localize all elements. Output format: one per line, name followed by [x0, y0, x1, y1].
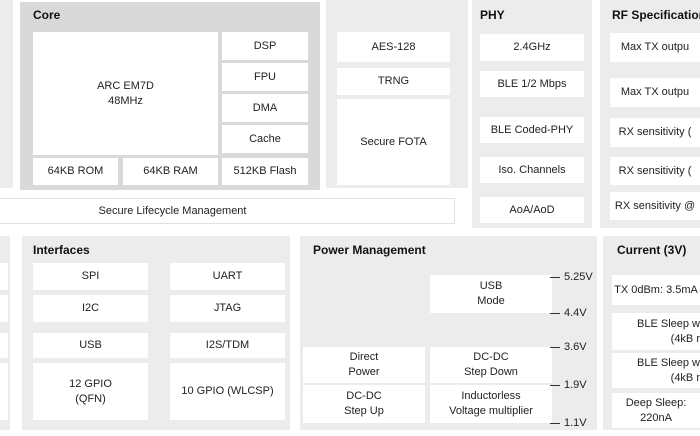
phy-coded-phy-box: BLE Coded-PHY	[480, 117, 584, 143]
rf-spec-label-2: Max TX outpu	[620, 86, 690, 99]
rf-spec-label-1: Max TX outpu	[620, 41, 690, 54]
cut-box-sliver-3	[0, 333, 8, 358]
power-usb-mode-box: USB Mode	[430, 275, 552, 313]
tick-dash-icon	[550, 276, 560, 278]
phy-24ghz-box: 2.4GHz	[480, 34, 584, 61]
current-tx-label: TX 0dBm: 3.5mA	[614, 283, 698, 296]
tick-dash-icon	[550, 346, 560, 348]
voltage-label-11: 1.1V	[564, 417, 587, 429]
tick-dash-icon	[550, 422, 560, 424]
power-dcdc-step-up-box: DC-DC Step Up	[303, 385, 425, 423]
voltage-tick-36: 3.6V	[550, 340, 587, 354]
rf-spec-label-3: RX sensitivity (	[618, 126, 692, 139]
interface-i2c-box: I2C	[33, 295, 148, 322]
rf-spec-box-1: Max TX outpu	[610, 33, 700, 62]
voltage-label-525: 5.25V	[564, 271, 593, 283]
tick-dash-icon	[550, 312, 560, 314]
phy-panel-title: PHY	[480, 8, 505, 22]
current-tx-box: TX 0dBm: 3.5mA	[612, 275, 700, 305]
current-deep-sleep-box: Deep Sleep: 220nA	[612, 393, 700, 428]
voltage-tick-19: 1.9V	[550, 378, 587, 392]
cut-panel-top-left	[0, 0, 13, 188]
rf-spec-label-4: RX sensitivity (	[618, 164, 692, 177]
security-fota-box: Secure FOTA	[337, 99, 450, 185]
current-deep-sleep-label: Deep Sleep: 220nA	[625, 396, 687, 424]
core-feature-fpu: FPU	[222, 63, 308, 91]
rf-spec-label-5: RX sensitivity @	[614, 199, 696, 212]
tick-dash-icon	[550, 384, 560, 386]
secure-lifecycle-bar: Secure Lifecycle Management	[0, 198, 455, 224]
current-ble-sleep-box-2: BLE Sleep w (4kB r	[612, 353, 700, 388]
interface-jtag-box: JTAG	[170, 295, 285, 322]
cut-box-sliver-4	[0, 363, 8, 420]
core-memory-rom: 64KB ROM	[33, 158, 118, 185]
interface-spi-box: SPI	[33, 263, 148, 290]
power-dcdc-step-down-box: DC-DC Step Down	[430, 347, 552, 383]
voltage-tick-11: 1.1V	[550, 416, 587, 430]
interface-usb-box: USB	[33, 333, 148, 358]
current-ble-sleep-box-1: BLE Sleep w (4kB r	[612, 313, 700, 350]
core-memory-ram: 64KB RAM	[123, 158, 218, 185]
voltage-label-36: 3.6V	[564, 341, 587, 353]
power-management-panel-title: Power Management	[313, 243, 426, 257]
interface-i2s-tdm-box: I2S/TDM	[170, 333, 285, 358]
current-panel-title: Current (3V)	[617, 243, 687, 257]
cut-box-sliver-1	[0, 263, 8, 290]
power-direct-power-box: Direct Power	[303, 347, 425, 383]
rf-spec-panel-title: RF Specification	[612, 8, 700, 22]
voltage-tick-525: 5.25V	[550, 270, 593, 284]
interface-gpio-qfn-box: 12 GPIO (QFN)	[33, 363, 148, 420]
current-ble-sleep-label-1: BLE Sleep w (4kB r	[637, 317, 700, 345]
cut-box-sliver-2	[0, 295, 8, 322]
rf-spec-box-5: RX sensitivity @	[610, 192, 700, 220]
power-inductorless-box: Inductorless Voltage multiplier	[430, 385, 552, 423]
voltage-label-44: 4.4V	[564, 307, 587, 319]
phy-aoa-aod-box: AoA/AoD	[480, 197, 584, 223]
interface-uart-box: UART	[170, 263, 285, 290]
core-feature-dma: DMA	[222, 94, 308, 122]
core-feature-cache: Cache	[222, 125, 308, 153]
rf-spec-box-4: RX sensitivity (	[610, 157, 700, 185]
security-aes-box: AES-128	[337, 32, 450, 62]
core-feature-dsp: DSP	[222, 32, 308, 60]
phy-ble-mbps-box: BLE 1/2 Mbps	[480, 71, 584, 97]
security-trng-box: TRNG	[337, 68, 450, 95]
interface-gpio-wlcsp-box: 10 GPIO (WLCSP)	[170, 363, 285, 420]
core-panel-title: Core	[33, 8, 61, 22]
rf-spec-box-2: Max TX outpu	[610, 78, 700, 107]
voltage-label-19: 1.9V	[564, 379, 587, 391]
core-memory-flash: 512KB Flash	[222, 158, 308, 185]
phy-iso-channels-box: Iso. Channels	[480, 157, 584, 183]
rf-spec-box-3: RX sensitivity (	[610, 118, 700, 147]
voltage-tick-44: 4.4V	[550, 306, 587, 320]
core-cpu-box: ARC EM7D 48MHz	[33, 32, 218, 155]
current-ble-sleep-label-2: BLE Sleep w (4kB r	[637, 356, 700, 384]
interfaces-panel-title: Interfaces	[33, 243, 90, 257]
